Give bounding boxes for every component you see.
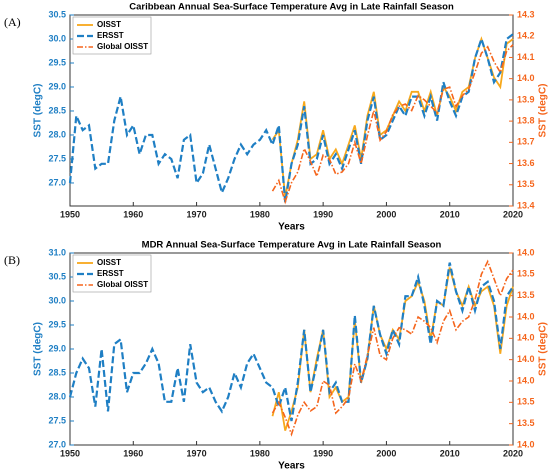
- panel-label: (B): [4, 253, 20, 267]
- y-tick-label: 30.0: [48, 295, 66, 305]
- legend-box: [72, 16, 152, 55]
- x-tick-label: 1950: [60, 448, 80, 458]
- y-tick-label: 28.5: [48, 367, 66, 377]
- legend-label: ERSST: [97, 31, 124, 40]
- series-line: [271, 267, 514, 431]
- x-tick-label: 1990: [313, 448, 333, 458]
- y2-tick-label: 14.3: [517, 9, 535, 19]
- x-tick-label: 2010: [440, 448, 460, 458]
- x-tick-label: 2020: [503, 209, 523, 219]
- y-tick-label: 29.0: [48, 343, 66, 353]
- legend-label: OISST: [97, 258, 121, 267]
- y-tick-label: 29.0: [48, 81, 66, 91]
- y2-tick-label: 13.5: [517, 179, 535, 189]
- series-line: [271, 44, 514, 205]
- y-tick-label: 29.5: [48, 57, 66, 67]
- x-tick-label: 1950: [60, 209, 80, 219]
- y-tick-label: 30.0: [48, 33, 66, 43]
- y-tick-label: 30.5: [48, 271, 66, 281]
- x-tick-label: 1980: [250, 448, 270, 458]
- x-tick-label: 1960: [123, 448, 143, 458]
- x-tick-label: 2000: [376, 209, 396, 219]
- y-tick-label: 28.0: [48, 129, 66, 139]
- x-tick-label: 2010: [440, 209, 460, 219]
- y-tick-label: 29.5: [48, 319, 66, 329]
- x-tick-label: 2020: [503, 448, 523, 458]
- x-tick-label: 1960: [123, 209, 143, 219]
- legend-label: Global OISST: [97, 280, 148, 289]
- y2-axis-label: SST (degC): [538, 84, 549, 138]
- y2-tick-label: 14.1: [517, 52, 535, 62]
- y2-tick-label: 13.6: [517, 158, 535, 168]
- y2-tick-label: 13.9: [517, 94, 535, 104]
- x-tick-label: 1990: [313, 209, 333, 219]
- x-tick-label: 1980: [250, 209, 270, 219]
- series-line: [68, 33, 514, 203]
- legend-label: OISST: [97, 20, 121, 29]
- y-axis-label: SST (degC): [33, 322, 44, 376]
- y2-tick-label: 13.5: [517, 269, 535, 279]
- x-tick-label: 2000: [376, 448, 396, 458]
- y-axis-label: SST (degC): [33, 84, 44, 138]
- y-tick-label: 27.5: [48, 153, 66, 163]
- series-line: [68, 262, 514, 422]
- y2-tick-label: 13.4: [517, 200, 535, 210]
- y2-tick-label: 14.2: [517, 31, 535, 41]
- legend-label: Global OISST: [97, 42, 148, 51]
- y2-tick-label: 13.5: [517, 290, 535, 300]
- y2-tick-label: 14.0: [517, 375, 535, 385]
- y2-tick-label: 14.0: [517, 439, 535, 449]
- y2-axis-label: SST (degC): [538, 322, 549, 376]
- y-tick-label: 27.0: [48, 439, 66, 449]
- y2-tick-label: 14.0: [517, 311, 535, 321]
- y2-tick-label: 13.5: [517, 418, 535, 428]
- x-tick-label: 1970: [187, 448, 207, 458]
- x-tick-label: 1970: [187, 209, 207, 219]
- y-tick-label: 27.0: [48, 177, 66, 187]
- y2-tick-label: 13.5: [517, 397, 535, 407]
- y-tick-label: 27.5: [48, 415, 66, 425]
- y2-tick-label: 14.0: [517, 73, 535, 83]
- x-axis-label: Years: [278, 222, 305, 233]
- y-tick-label: 28.0: [48, 391, 66, 401]
- legend-label: ERSST: [97, 269, 124, 278]
- y-tick-label: 30.5: [48, 9, 66, 19]
- y2-tick-label: 14.0: [517, 333, 535, 343]
- x-axis-label: Years: [278, 461, 305, 472]
- y-tick-label: 28.5: [48, 105, 66, 115]
- y2-tick-label: 14.0: [517, 247, 535, 257]
- y-tick-label: 31.0: [48, 247, 66, 257]
- y2-tick-label: 13.7: [517, 137, 535, 147]
- y2-tick-label: 14.0: [517, 354, 535, 364]
- series-line: [271, 259, 514, 437]
- chart-title: MDR Annual Sea-Surface Temperature Avg i…: [142, 240, 442, 251]
- panel-label: (A): [4, 15, 21, 29]
- y2-tick-label: 13.8: [517, 115, 535, 125]
- chart-title: Caribbean Annual Sea-Surface Temperature…: [129, 2, 454, 13]
- legend-box: [72, 254, 152, 293]
